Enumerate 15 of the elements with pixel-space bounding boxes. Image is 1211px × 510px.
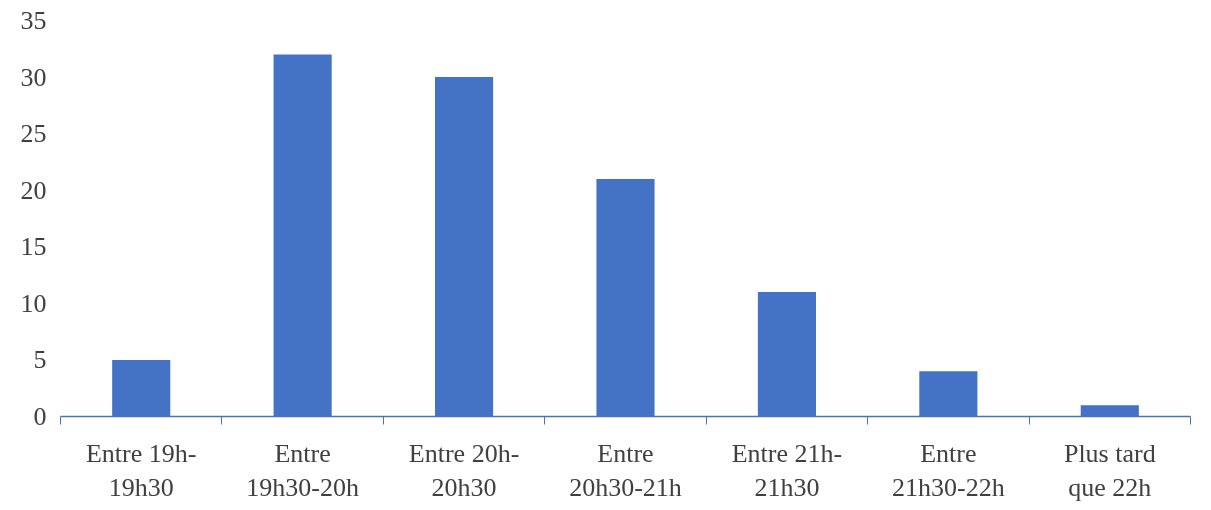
y-tick-label: 20 [20, 175, 47, 205]
y-tick-label: 10 [20, 288, 47, 318]
x-tick-label: Entre 20h30-21h [569, 438, 682, 503]
x-tick-label: Entre 20h- 20h30 [408, 438, 520, 503]
x-tick-label: Entre 19h30-20h [246, 438, 359, 503]
y-tick-label: 35 [20, 6, 47, 35]
x-tick-label: Entre 19h- 19h30 [85, 438, 197, 503]
y-tick-label: 0 [33, 402, 47, 431]
y-tick-label: 15 [20, 232, 47, 262]
y-tick-label: 30 [20, 62, 47, 92]
x-tick-label: Plus tard que 22h [1063, 438, 1156, 503]
x-tick-label: Entre 21h- 21h30 [731, 438, 843, 503]
y-tick-label: 5 [33, 345, 47, 375]
y-tick-label: 25 [20, 119, 47, 149]
x-tick-label: Entre 21h30-22h [892, 438, 1005, 503]
